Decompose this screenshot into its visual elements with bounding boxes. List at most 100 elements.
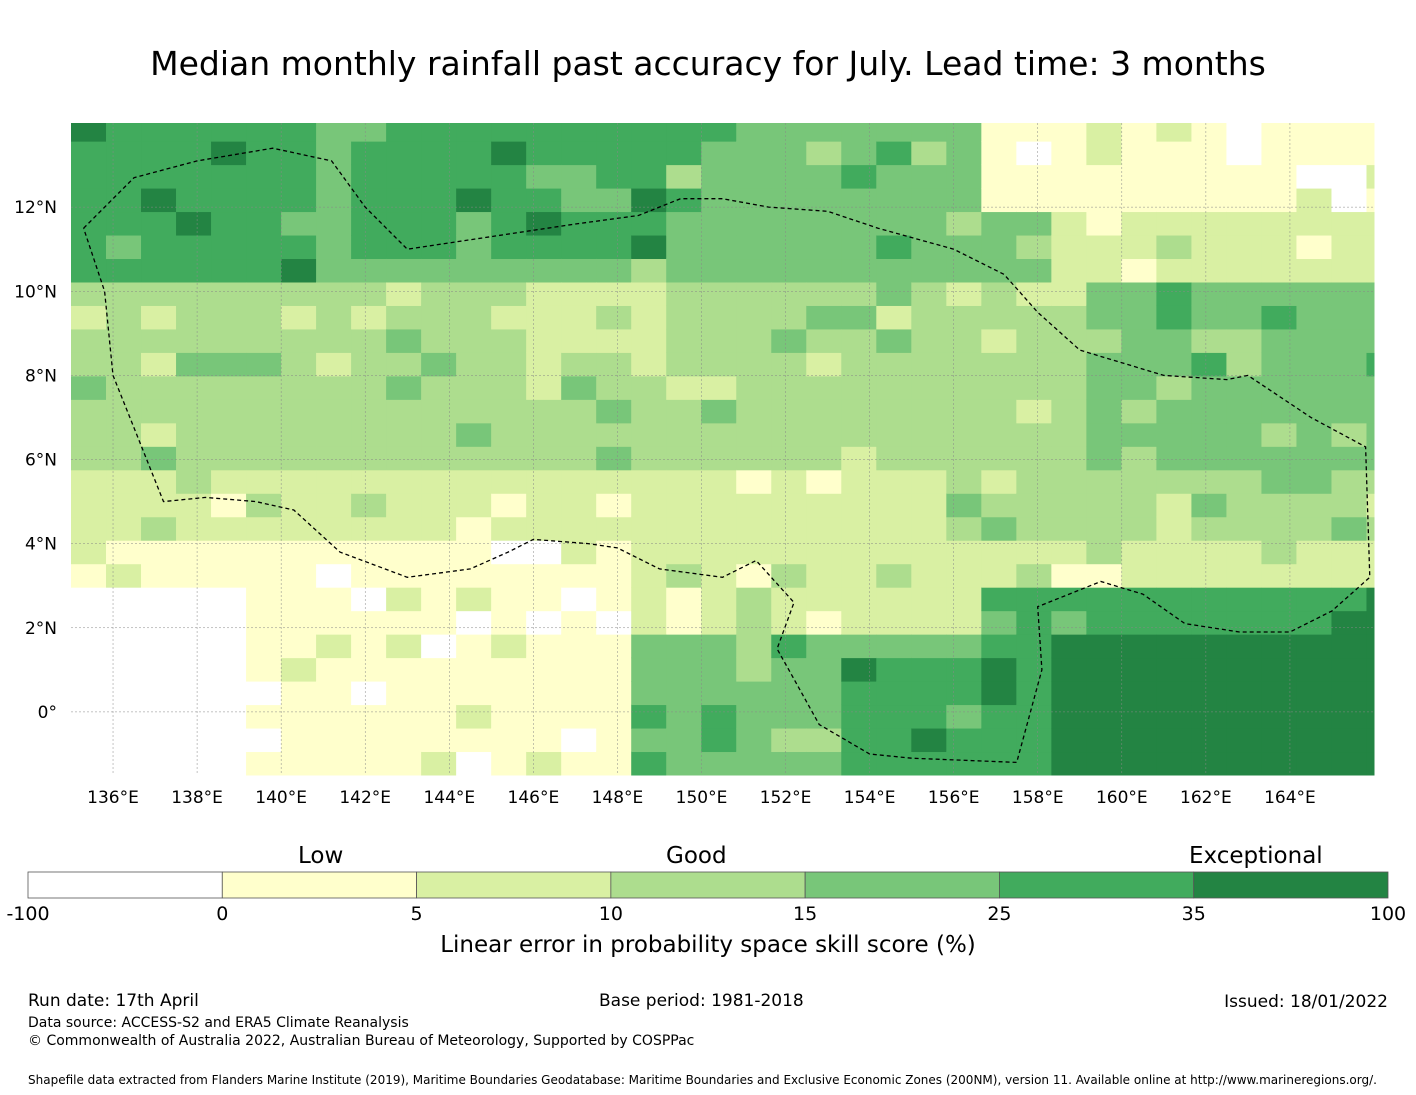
grid-cell <box>876 123 912 142</box>
grid-cell <box>1366 493 1375 518</box>
grid-cell <box>491 516 527 541</box>
grid-cell <box>141 188 177 213</box>
grid-cell <box>281 657 317 682</box>
grid-cell <box>1331 587 1367 612</box>
grid-cell <box>596 188 632 213</box>
grid-cell <box>1366 164 1375 189</box>
grid-cell <box>1051 493 1087 518</box>
grid-cell <box>106 211 142 236</box>
grid-cell <box>71 141 107 166</box>
grid-cell <box>1051 352 1087 377</box>
grid-cell <box>841 164 877 189</box>
grid-cell <box>736 328 772 353</box>
grid-cell <box>1366 469 1375 494</box>
grid-cell <box>911 164 947 189</box>
grid-cell <box>71 704 107 729</box>
grid-cell <box>176 422 212 447</box>
grid-cell <box>351 657 387 682</box>
grid-cell <box>1261 305 1297 330</box>
grid-cell <box>491 375 527 400</box>
grid-cell <box>1366 751 1375 776</box>
grid-cell <box>1086 751 1122 776</box>
grid-cell <box>421 657 457 682</box>
grid-cell <box>561 493 597 518</box>
grid-cell <box>1261 563 1297 588</box>
grid-cell <box>806 681 842 706</box>
grid-cell <box>596 516 632 541</box>
grid-cell <box>316 634 352 659</box>
grid-cell <box>1121 375 1157 400</box>
x-tick-label: 150°E <box>676 788 728 808</box>
grid-cell <box>666 305 702 330</box>
grid-cell <box>981 305 1017 330</box>
grid-cell <box>211 281 247 306</box>
grid-cell <box>736 399 772 424</box>
grid-cell <box>981 704 1017 729</box>
grid-cell <box>281 704 317 729</box>
grid-cell <box>316 305 352 330</box>
grid-cell <box>491 704 527 729</box>
grid-cell <box>1261 469 1297 494</box>
grid-cell <box>176 281 212 306</box>
grid-cell <box>1261 258 1297 283</box>
grid-cell <box>1086 164 1122 189</box>
grid-cell <box>71 634 107 659</box>
grid-cell <box>456 728 492 753</box>
grid-cell <box>1051 188 1087 213</box>
grid-cell <box>1086 328 1122 353</box>
grid-cell <box>631 587 667 612</box>
grid-cell <box>701 375 737 400</box>
grid-cell <box>1226 751 1262 776</box>
grid-cell <box>596 141 632 166</box>
copyright: © Commonwealth of Australia 2022, Austra… <box>28 1033 695 1049</box>
grid-cell <box>106 563 142 588</box>
grid-cell <box>106 164 142 189</box>
grid-cell <box>1261 235 1297 260</box>
y-tick-label: 4°N <box>25 535 57 555</box>
grid-cell <box>456 188 492 213</box>
data-source: Data source: ACCESS-S2 and ERA5 Climate … <box>28 1015 409 1031</box>
grid-cell <box>421 681 457 706</box>
grid-cell <box>736 563 772 588</box>
grid-cell <box>106 728 142 753</box>
grid-cell <box>771 469 807 494</box>
y-tick-label: 10°N <box>14 282 57 302</box>
grid-cell <box>491 610 527 635</box>
grid-cell <box>1191 188 1227 213</box>
grid-cell <box>1086 728 1122 753</box>
grid-cell <box>561 751 597 776</box>
grid-cell <box>1016 446 1052 471</box>
grid-cell <box>911 516 947 541</box>
grid-cell <box>701 399 737 424</box>
grid-cell <box>1086 493 1122 518</box>
grid-cell <box>631 258 667 283</box>
grid-cell <box>1261 681 1297 706</box>
grid-cell <box>701 563 737 588</box>
grid-cell <box>736 681 772 706</box>
grid-cell <box>526 328 562 353</box>
grid-cell <box>631 235 667 260</box>
grid-cell <box>1156 123 1192 142</box>
grid-cell <box>386 681 422 706</box>
grid-cell <box>491 123 527 142</box>
grid-cell <box>246 164 282 189</box>
grid-cell <box>1016 657 1052 682</box>
grid-cell <box>981 141 1017 166</box>
grid-cell <box>1296 422 1332 447</box>
grid-cell <box>841 399 877 424</box>
grid-cell <box>1191 516 1227 541</box>
grid-cell <box>736 305 772 330</box>
grid-cell <box>421 235 457 260</box>
grid-cell <box>631 704 667 729</box>
grid-cell <box>1086 305 1122 330</box>
grid-cell <box>211 235 247 260</box>
grid-cell <box>351 188 387 213</box>
grid-cell <box>1366 352 1375 377</box>
grid-cell <box>71 657 107 682</box>
grid-cell <box>1191 493 1227 518</box>
grid-cell <box>106 446 142 471</box>
grid-cell <box>736 164 772 189</box>
grid-cell <box>1226 516 1262 541</box>
grid-cell <box>1226 123 1262 142</box>
grid-cell <box>1191 634 1227 659</box>
